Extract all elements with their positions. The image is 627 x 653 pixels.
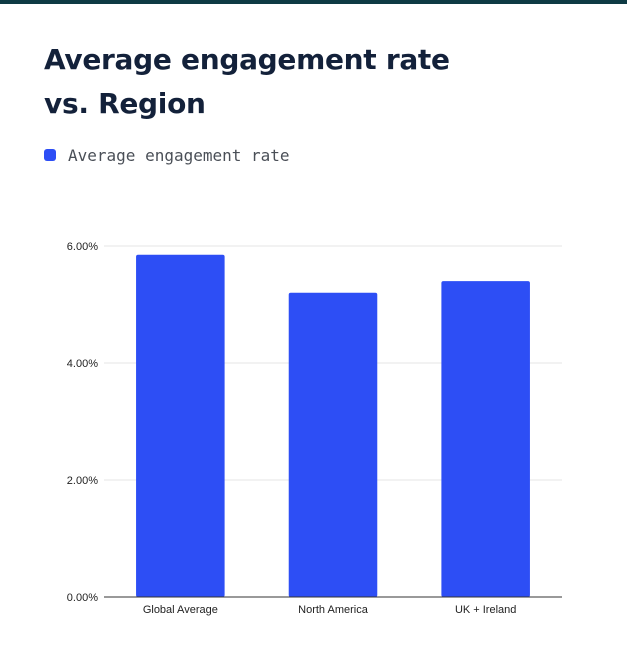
legend: Average engagement rate <box>44 144 290 166</box>
chart-title: Average engagement rate vs. Region <box>44 38 604 126</box>
chart-title-line-1: Average engagement rate <box>44 43 450 76</box>
top-accent-bar <box>0 0 627 4</box>
y-tick-label: 0.00% <box>67 592 98 604</box>
x-tick-label: North America <box>298 604 369 616</box>
bar <box>441 281 530 597</box>
x-tick-label: Global Average <box>143 604 218 616</box>
x-tick-label: UK + Ireland <box>455 604 516 616</box>
y-tick-label: 4.00% <box>67 358 98 370</box>
y-tick-label: 2.00% <box>67 475 98 487</box>
legend-label: Average engagement rate <box>68 145 290 165</box>
legend-swatch <box>44 149 56 161</box>
chart-title-line-2: vs. Region <box>44 87 206 120</box>
bar <box>136 254 225 597</box>
y-tick-label: 6.00% <box>67 241 98 253</box>
bar <box>288 292 378 597</box>
